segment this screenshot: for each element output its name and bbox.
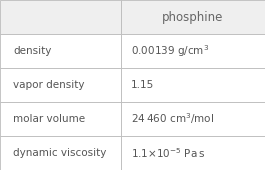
Bar [121, 102, 265, 136]
Bar [0, 34, 121, 68]
Text: phosphine: phosphine [162, 11, 223, 23]
Text: 1.15: 1.15 [131, 80, 154, 90]
Bar [0, 102, 121, 136]
Text: dynamic viscosity: dynamic viscosity [13, 148, 107, 158]
Text: vapor density: vapor density [13, 80, 85, 90]
Bar [0, 136, 121, 170]
Text: 24 460 cm$^3$/mol: 24 460 cm$^3$/mol [131, 112, 214, 126]
Bar [0, 0, 121, 34]
Bar [121, 0, 265, 34]
Text: 0.00139 g/cm$^3$: 0.00139 g/cm$^3$ [131, 43, 209, 59]
Text: molar volume: molar volume [13, 114, 85, 124]
Bar [121, 68, 265, 102]
Bar [0, 68, 121, 102]
Bar [121, 136, 265, 170]
Text: density: density [13, 46, 52, 56]
Text: 1.1×10$^{-5}$ Pa s: 1.1×10$^{-5}$ Pa s [131, 146, 206, 160]
Bar [121, 34, 265, 68]
